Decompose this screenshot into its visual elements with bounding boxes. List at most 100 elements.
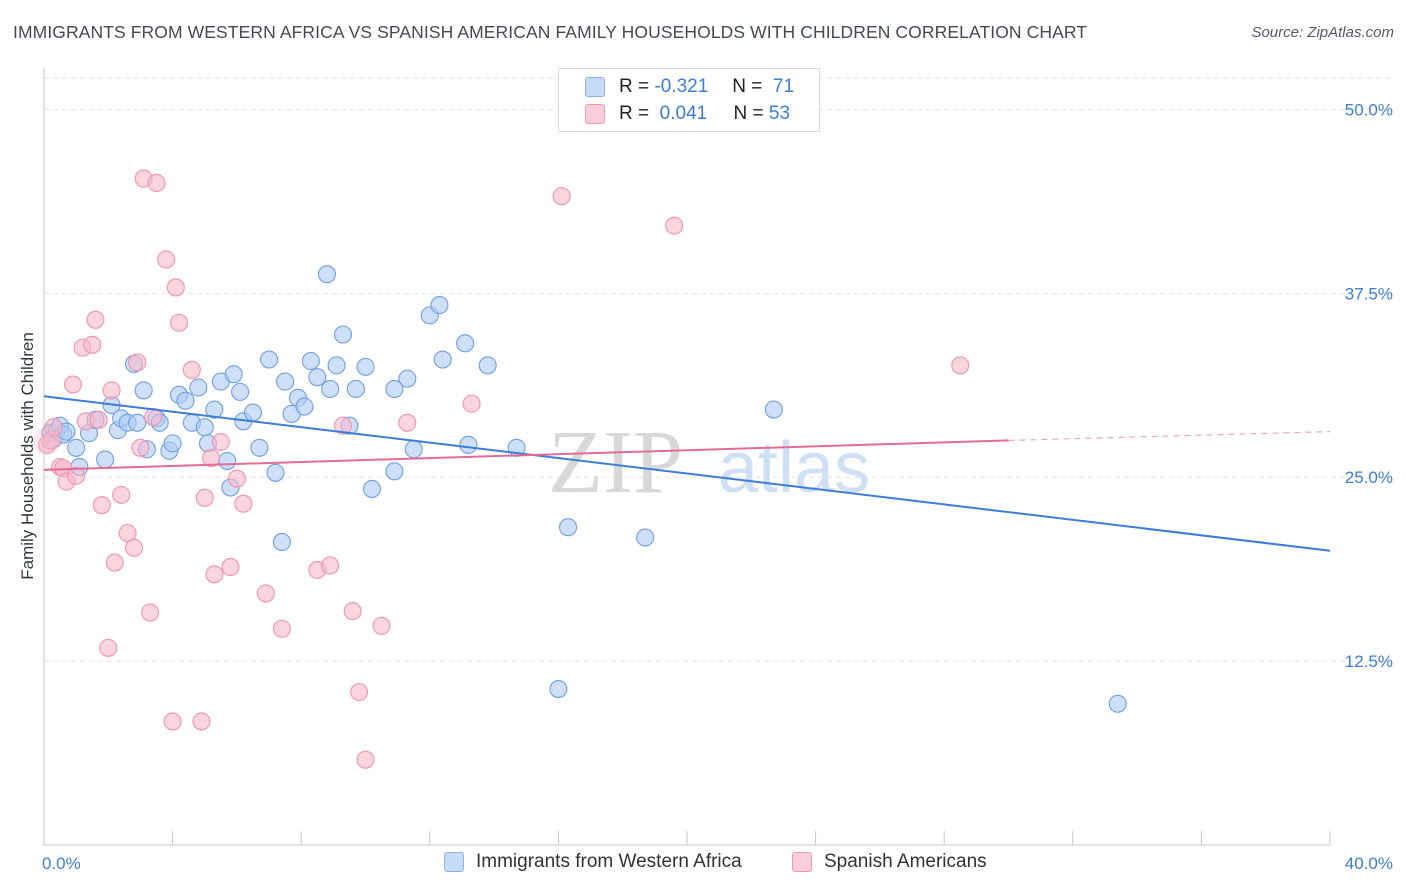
point-spanish-americans [63, 375, 82, 394]
point-spanish-americans [234, 494, 253, 513]
point-spanish-americans [256, 584, 275, 603]
point-western-africa [176, 391, 195, 410]
point-western-africa [404, 440, 423, 459]
axes [43, 68, 1331, 846]
point-western-africa [218, 451, 237, 471]
point-spanish-americans [144, 407, 163, 426]
point-western-africa [459, 435, 478, 454]
point-western-africa [231, 382, 250, 401]
point-spanish-americans [333, 416, 353, 435]
point-spanish-americans [157, 250, 176, 269]
source-credit: Source: ZipAtlas.com [1251, 24, 1394, 41]
point-western-africa [308, 368, 327, 387]
trend-lines [43, 395, 1331, 552]
point-western-africa [134, 381, 153, 400]
point-spanish-americans [202, 449, 221, 468]
point-western-africa [398, 369, 417, 388]
point-western-africa [301, 351, 320, 371]
point-spanish-americans [272, 619, 291, 638]
tick-labels: 12.5% 25.0% 37.5% 50.0% 0.0% 40.0% [42, 100, 1393, 873]
point-western-africa [478, 356, 497, 375]
x-tick-label: 0.0% [42, 854, 81, 873]
point-spanish-americans [665, 216, 684, 235]
series-legend-spanish-americans[interactable]: Spanish Americans [792, 851, 987, 873]
point-western-africa [224, 365, 243, 384]
point-spanish-americans [89, 410, 108, 429]
point-spanish-americans [67, 466, 86, 485]
point-western-africa [272, 532, 291, 551]
watermark-zip: ZIP [548, 413, 683, 512]
trend-extension-spanish-americans [1008, 431, 1331, 442]
point-spanish-americans [211, 432, 230, 451]
point-spanish-americans [205, 565, 224, 584]
point-western-africa [266, 463, 285, 482]
correlation-legend: R = -0.321 N = 71 R = 0.041 N = 53 [558, 68, 820, 132]
point-western-africa [430, 296, 449, 315]
point-western-africa [250, 438, 269, 457]
watermark-atlas: atlas [718, 428, 870, 508]
point-spanish-americans [192, 712, 211, 731]
legend-r-label: R = [619, 103, 650, 124]
point-spanish-americans [462, 394, 481, 413]
point-western-africa [636, 528, 655, 547]
gridlines [44, 77, 1393, 662]
point-spanish-americans [44, 418, 63, 437]
legend-n-label: N = [733, 103, 764, 124]
point-cluster [33, 426, 62, 455]
point-spanish-americans [321, 556, 340, 575]
point-western-africa [346, 379, 365, 398]
series-swatch-blue [444, 852, 464, 872]
legend-r-label: R = [619, 76, 650, 97]
point-spanish-americans [105, 553, 124, 572]
series-swatch-pink [792, 852, 812, 872]
point-western-africa [456, 334, 475, 353]
point-spanish-americans [92, 496, 111, 515]
y-tick-label: 25.0% [1345, 468, 1393, 487]
point-spanish-americans [398, 413, 417, 432]
legend-n-value: 71 [772, 76, 795, 97]
point-spanish-americans [227, 469, 246, 488]
point-western-africa [333, 325, 353, 344]
trend-line-western-africa [43, 395, 1331, 552]
point-western-africa [558, 518, 578, 537]
point-western-africa [128, 413, 147, 432]
point-spanish-americans [552, 187, 571, 206]
point-spanish-americans [99, 638, 118, 657]
point-spanish-americans [147, 173, 166, 193]
legend-swatch-pink [585, 104, 605, 124]
legend-n-value: 53 [768, 103, 791, 124]
point-western-africa [1108, 694, 1127, 713]
y-tick-label: 12.5% [1345, 652, 1393, 671]
point-western-africa [189, 378, 208, 397]
legend-row-western-africa: R = -0.321 N = 71 [585, 75, 794, 99]
legend-row-spanish-americans: R = 0.041 N = 53 [585, 102, 790, 126]
point-spanish-americans [131, 438, 150, 457]
point-spanish-americans [372, 616, 391, 635]
point-spanish-americans [163, 712, 182, 731]
point-spanish-americans [182, 360, 201, 379]
point-spanish-americans [141, 603, 160, 622]
point-western-africa [259, 350, 279, 369]
legend-n-label: N = [732, 76, 763, 97]
point-western-africa [243, 403, 263, 422]
point-western-africa [433, 350, 452, 369]
point-western-africa [295, 397, 314, 416]
point-western-africa [195, 418, 214, 437]
legend-r-value: -0.321 [654, 76, 709, 97]
point-spanish-americans [951, 356, 970, 375]
y-tick-label: 50.0% [1345, 100, 1393, 119]
point-western-africa [385, 462, 404, 481]
series-legend-western-africa[interactable]: Immigrants from Western Africa [444, 851, 742, 873]
point-western-africa [362, 479, 381, 499]
y-tick-label: 37.5% [1345, 284, 1393, 303]
series-legend: Immigrants from Western Africa Spanish A… [0, 851, 1406, 879]
point-western-africa [96, 450, 115, 469]
point-western-africa [385, 379, 404, 398]
chart-title: IMMIGRANTS FROM WESTERN AFRICA VS SPANIS… [13, 22, 1088, 42]
x-tick-label: 40.0% [1345, 854, 1393, 873]
point-spanish-americans [124, 538, 144, 557]
legend-r-value: 0.041 [659, 103, 708, 124]
point-spanish-americans [102, 381, 121, 400]
point-spanish-americans [169, 313, 189, 332]
